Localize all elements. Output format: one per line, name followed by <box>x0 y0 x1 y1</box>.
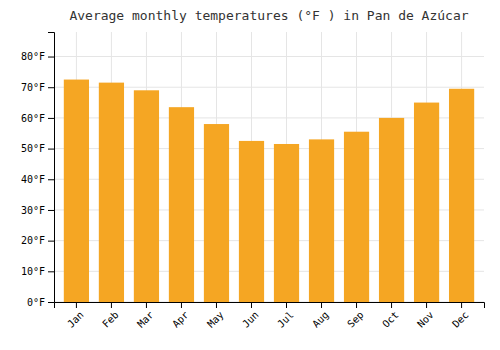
axis-line <box>48 33 55 303</box>
tick-mark <box>216 302 217 308</box>
tick-mark <box>48 118 54 119</box>
tick-label: Feb <box>100 309 121 330</box>
bar <box>379 118 404 302</box>
tick: Nov <box>415 302 436 330</box>
bar <box>449 89 474 302</box>
tick-label: Mar <box>135 309 156 330</box>
grid <box>54 32 484 302</box>
bar <box>99 83 124 302</box>
tick: 30°F <box>21 205 54 216</box>
tick-mark <box>48 179 54 180</box>
tick-mark <box>426 302 427 308</box>
tick-mark <box>48 210 54 211</box>
bar <box>64 80 89 302</box>
tick-mark <box>146 302 147 308</box>
tick-label: 20°F <box>21 235 45 246</box>
bar <box>204 124 229 302</box>
tick: 20°F <box>21 235 54 246</box>
title: Average monthly temperatures (°F ) in Pa… <box>69 8 468 23</box>
bar <box>274 144 299 302</box>
tick: Jun <box>240 302 261 330</box>
bar <box>239 141 264 302</box>
tick-label: 10°F <box>21 266 45 277</box>
tick: May <box>205 302 226 330</box>
tick-mark <box>251 302 252 308</box>
tick-label: 40°F <box>21 174 45 185</box>
tick-label: Jun <box>240 309 261 330</box>
tick-mark <box>356 302 357 308</box>
tick: Aug <box>310 302 331 330</box>
tick: 50°F <box>21 143 54 154</box>
tick-label: Dec <box>450 309 471 330</box>
bars <box>64 80 474 302</box>
tick-mark <box>111 302 112 308</box>
tick-label: May <box>205 309 226 330</box>
tick-mark <box>76 302 77 308</box>
grid-line <box>54 56 484 57</box>
tick-mark <box>48 87 54 88</box>
tick: Oct <box>380 302 401 330</box>
tick-mark <box>48 241 54 242</box>
tick-label: Aug <box>310 309 331 330</box>
tick-mark <box>48 302 54 303</box>
plot: 0°F 10°F 20°F 30°F 40°F 50°F 60°F 70°F 80°F Jan Fe… <box>21 32 485 330</box>
bar <box>344 132 369 302</box>
tick-mark <box>181 302 182 308</box>
tick-label: 30°F <box>21 205 45 216</box>
tick-mark <box>321 302 322 308</box>
axis-line <box>55 303 485 309</box>
tick-label: Oct <box>380 309 401 330</box>
tick-label: 70°F <box>21 82 45 93</box>
tick-label: Jul <box>275 309 296 330</box>
tick: Apr <box>170 302 191 330</box>
bar <box>414 103 439 302</box>
tick-mark <box>48 149 54 150</box>
tick: 80°F <box>21 51 54 62</box>
tick-label: 0°F <box>27 297 45 308</box>
chart: 0°F 10°F 20°F 30°F 40°F 50°F 60°F 70°F 80°F Jan Fe… <box>0 0 500 350</box>
bar <box>309 139 334 302</box>
tick-mark <box>461 302 462 308</box>
bar <box>134 90 159 302</box>
tick: 0°F <box>27 297 54 308</box>
tick: Feb <box>100 302 121 330</box>
tick-label: Nov <box>415 309 436 330</box>
tick: 60°F <box>21 113 54 124</box>
tick: Mar <box>135 302 156 330</box>
tick: Sep <box>345 302 366 330</box>
tick: 40°F <box>21 174 54 185</box>
tick: 70°F <box>21 82 54 93</box>
tick-label: 60°F <box>21 113 45 124</box>
x-axis: Jan Feb Mar Apr May Jun Jul Aug Sep Oct Nov Dec <box>55 302 485 330</box>
tick-label: Jan <box>65 309 86 330</box>
tick: Jan <box>65 302 86 330</box>
tick-mark <box>48 271 54 272</box>
tick-label: Apr <box>170 309 191 330</box>
tick-mark <box>391 302 392 308</box>
tick: Jul <box>275 302 296 330</box>
tick-label: 50°F <box>21 143 45 154</box>
tick-label: Sep <box>345 309 366 330</box>
tick-mark <box>48 57 54 58</box>
tick: 10°F <box>21 266 54 277</box>
bar <box>169 107 194 302</box>
tick: Dec <box>450 302 471 330</box>
tick-mark <box>286 302 287 308</box>
y-axis: 0°F 10°F 20°F 30°F 40°F 50°F 60°F 70°F 80°F <box>21 33 55 308</box>
tick-label: 80°F <box>21 51 45 62</box>
